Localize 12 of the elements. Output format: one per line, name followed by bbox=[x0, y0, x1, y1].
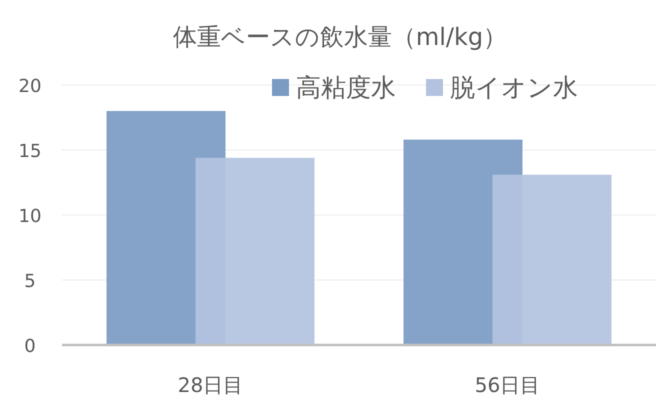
x-tick-label: 28日目 bbox=[178, 373, 244, 397]
legend-label: 高粘度水 bbox=[296, 73, 396, 102]
y-tick-label: 0 bbox=[24, 336, 36, 357]
bar bbox=[196, 158, 314, 345]
y-tick-label: 20 bbox=[18, 76, 42, 97]
x-tick-label: 56日目 bbox=[474, 373, 540, 397]
chart-title: 体重ベースの飲水量（ml/kg） bbox=[172, 23, 508, 51]
y-tick-label: 10 bbox=[18, 206, 42, 227]
legend-label: 脱イオン水 bbox=[450, 73, 578, 102]
y-tick-label: 15 bbox=[18, 141, 42, 162]
y-tick-label: 5 bbox=[24, 271, 36, 292]
bar bbox=[492, 174, 612, 345]
